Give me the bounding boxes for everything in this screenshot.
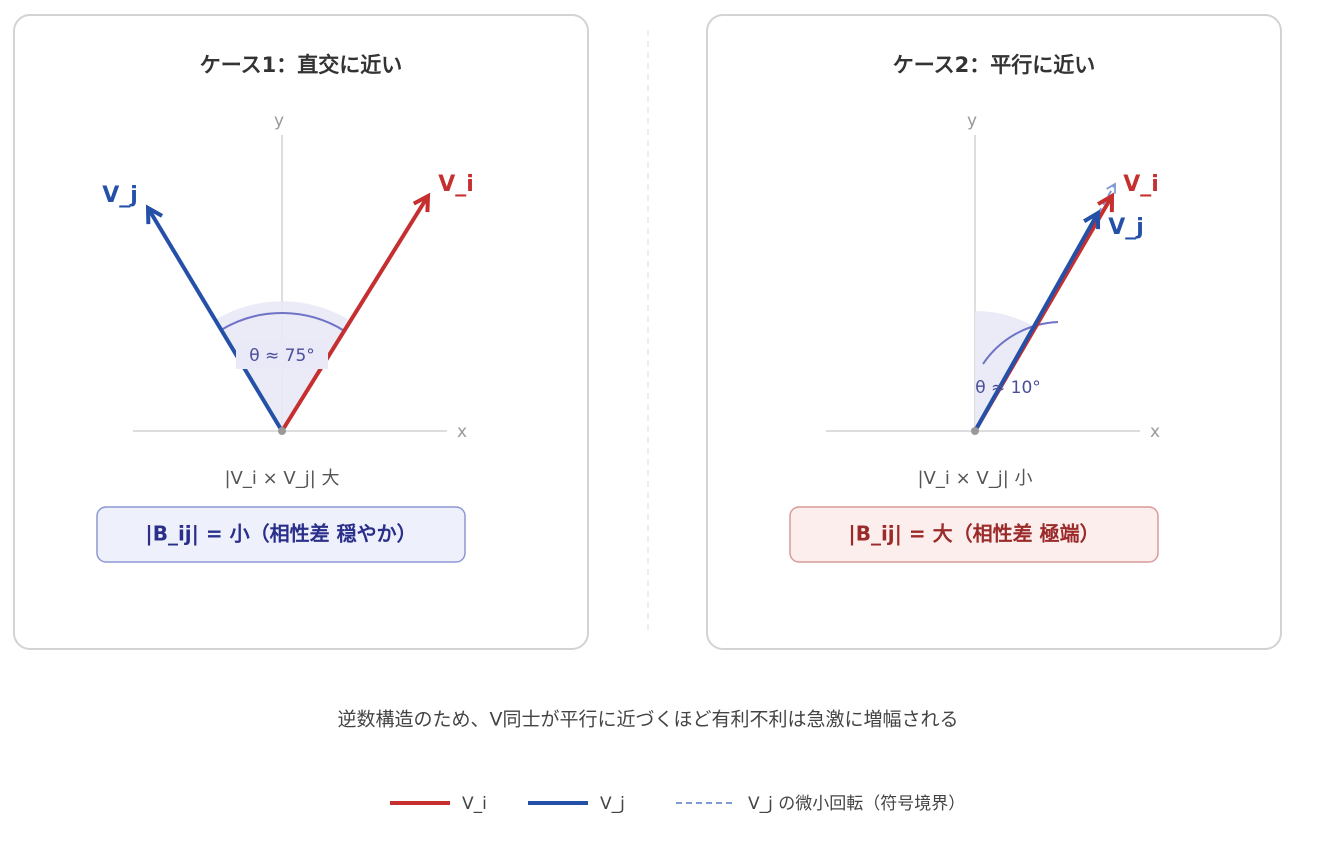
result-text: |B_ij| = 小（相性差 穏やか） (145, 522, 416, 546)
result-box (96, 506, 466, 563)
angle-label: θ ≈ 75° (249, 346, 315, 366)
angle-arc (220, 312, 346, 332)
axis-label: y (967, 111, 977, 131)
legend-label: V_j (600, 794, 625, 814)
legend: V_i V_j V_j の微小回転（符号境界） (390, 794, 965, 814)
axis-label: x (1150, 422, 1160, 442)
panel-title: ケース2：平行に近い (893, 53, 1096, 77)
vector-j (145, 204, 284, 433)
axis-label: x (457, 422, 467, 442)
caption: 逆数構造のため、V同士が平行に近づくほど有利不利は急激に増幅される (338, 709, 959, 731)
vector-label: V_i (1123, 172, 1159, 197)
vector-label: V_j (1108, 215, 1144, 240)
origin (278, 427, 286, 435)
panel: ケース1：直交に近い x y V_i V_j θ ≈ 75° |V_i × V_… (13, 14, 589, 650)
result-box (789, 506, 1159, 563)
vector-i (280, 192, 431, 433)
axis-label: y (274, 111, 284, 131)
legend-label: V_j の微小回転（符号境界） (748, 794, 965, 814)
origin (971, 427, 979, 435)
angle-label: θ ≈ 10° (975, 378, 1041, 398)
panel: ケース2：平行に近い x y V_i V_j θ ≈ 10° |V_i × V_… (706, 14, 1282, 650)
vector-j (973, 209, 1101, 432)
vector-label: V_i (438, 172, 474, 197)
angle-arc (982, 321, 1059, 365)
legend-label: V_i (462, 794, 487, 814)
label-bg (236, 341, 328, 369)
cross-label: |V_i × V_j| 大 (224, 468, 339, 489)
vector-label: V_j (102, 183, 138, 208)
panel-title: ケース1：直交に近い (200, 53, 403, 77)
result-text: |B_ij| = 大（相性差 極端） (848, 522, 1099, 546)
cross-label: |V_i × V_j| 小 (917, 468, 1032, 489)
